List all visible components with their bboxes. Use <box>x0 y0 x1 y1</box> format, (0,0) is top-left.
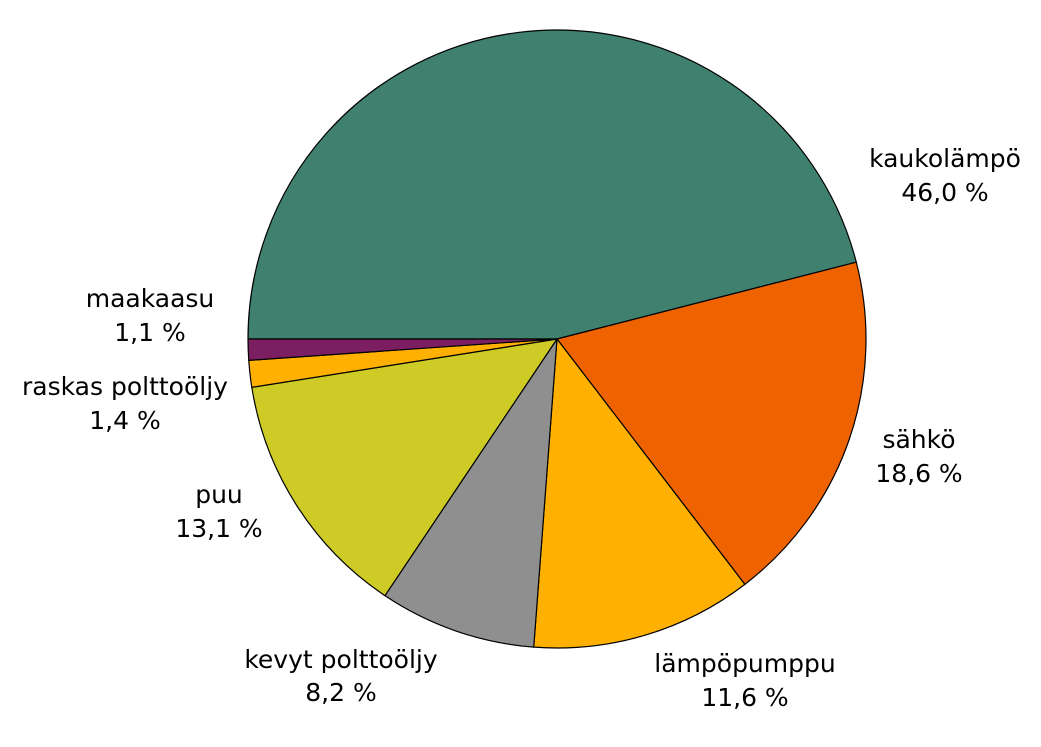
slice-label-raskas-polttooljy: raskas polttoöljy <box>22 372 228 401</box>
pie-slice-sahko <box>556 261 867 585</box>
pie-slice-kaukolampo <box>247 29 857 340</box>
slice-label-puu: puu <box>195 480 243 509</box>
slice-value-kevyt-polttooljy: 8,2 % <box>305 678 376 707</box>
pie-slices <box>247 29 867 649</box>
slice-label-lampopumppu: lämpöpumppu <box>654 649 835 678</box>
slice-label-maakaasu: maakaasu <box>86 284 215 313</box>
slice-label-kevyt-polttooljy: kevyt polttoöljy <box>244 645 438 674</box>
slice-value-puu: 13,1 % <box>175 514 262 543</box>
slice-value-kaukolampo: 46,0 % <box>901 178 988 207</box>
slice-label-kaukolampo: kaukolämpö <box>869 144 1021 173</box>
label-group-puu: puu 13,1 % <box>175 480 262 543</box>
slice-label-sahko: sähkö <box>882 425 955 454</box>
pie-slice-kevyt-polttooljy <box>384 338 558 648</box>
label-group-kevyt-polttooljy: kevyt polttoöljy 8,2 % <box>244 645 438 707</box>
label-group-kaukolampo: kaukolämpö 46,0 % <box>869 144 1021 207</box>
label-group-lampopumppu: lämpöpumppu 11,6 % <box>654 649 835 712</box>
pie-slice-lampopumppu <box>533 338 746 649</box>
label-group-raskas-polttooljy: raskas polttoöljy 1,4 % <box>22 372 228 435</box>
slice-value-maakaasu: 1,1 % <box>114 318 185 347</box>
pie-slice-puu <box>251 338 558 597</box>
label-group-sahko: sähkö 18,6 % <box>875 425 962 488</box>
slice-value-lampopumppu: 11,6 % <box>701 683 788 712</box>
slice-value-sahko: 18,6 % <box>875 459 962 488</box>
slice-value-raskas-polttooljy: 1,4 % <box>89 406 160 435</box>
pie-slice-maakaasu <box>247 338 558 361</box>
label-group-maakaasu: maakaasu 1,1 % <box>86 284 215 347</box>
